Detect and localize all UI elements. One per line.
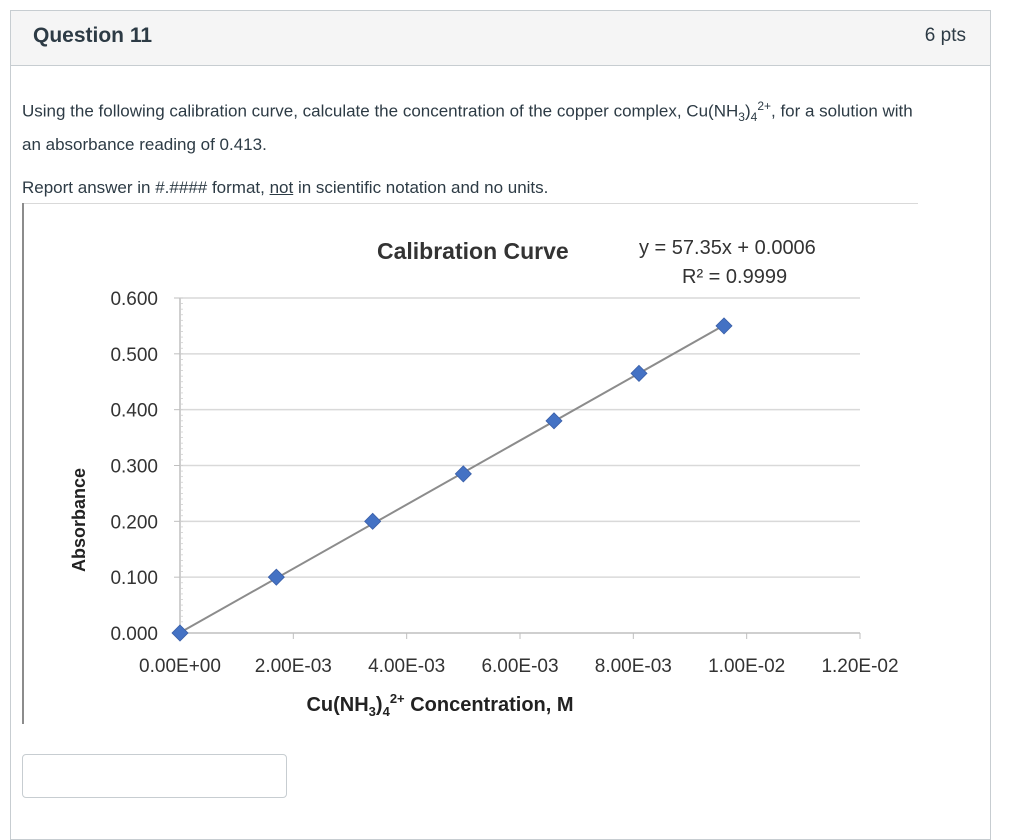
chart-left-border <box>22 203 24 724</box>
answer-input[interactable] <box>22 754 287 798</box>
r-squared-label: R² = 0.9999 <box>682 266 787 288</box>
data-point <box>364 512 382 530</box>
x-tick-label: 1.20E-02 <box>821 656 898 677</box>
question-title: Question 11 <box>33 24 153 47</box>
question-instruction: Report answer in #.#### format, not in s… <box>22 178 549 198</box>
data-point <box>171 624 189 642</box>
y-tick-label: 0.300 <box>110 457 158 478</box>
data-point <box>454 465 472 483</box>
trendline-equation: y = 57.35x + 0.0006 <box>639 237 816 259</box>
data-point <box>267 568 285 586</box>
x-tick-label: 4.00E-03 <box>368 656 445 677</box>
data-point <box>630 364 648 382</box>
data-point <box>715 317 733 335</box>
x-tick-label: 1.00E-02 <box>708 656 785 677</box>
question-card: Question 11 6 pts <box>10 10 991 840</box>
y-tick-label: 0.100 <box>110 568 158 589</box>
y-tick-label: 0.600 <box>110 289 158 310</box>
y-tick-label: 0.000 <box>110 624 158 645</box>
y-tick-label: 0.400 <box>110 401 158 422</box>
data-point <box>545 412 563 430</box>
y-tick-label: 0.500 <box>110 345 158 366</box>
question-header: Question 11 6 pts <box>11 11 990 66</box>
y-axis-label: Absorbance <box>69 468 89 572</box>
question-text: Using the following calibration curve, c… <box>22 92 922 202</box>
x-tick-label: 8.00E-03 <box>595 656 672 677</box>
chart-top-border <box>22 203 918 204</box>
y-tick-label: 0.200 <box>110 512 158 533</box>
calibration-chart: Calibration Curve y = 57.35x + 0.0006 R²… <box>22 203 918 724</box>
x-axis-label: Cu(NH3)42+ Concentration, M <box>306 691 573 719</box>
x-tick-label: 6.00E-03 <box>481 656 558 677</box>
chart-plot: Calibration Curve y = 57.35x + 0.0006 R²… <box>69 237 899 719</box>
question-points: 6 pts <box>924 25 966 46</box>
trendline <box>179 324 725 634</box>
x-tick-label: 2.00E-03 <box>255 656 332 677</box>
question-prompt: Using the following calibration curve, c… <box>22 99 913 155</box>
x-tick-label: 0.00E+00 <box>139 656 221 677</box>
chart-title: Calibration Curve <box>377 238 569 264</box>
